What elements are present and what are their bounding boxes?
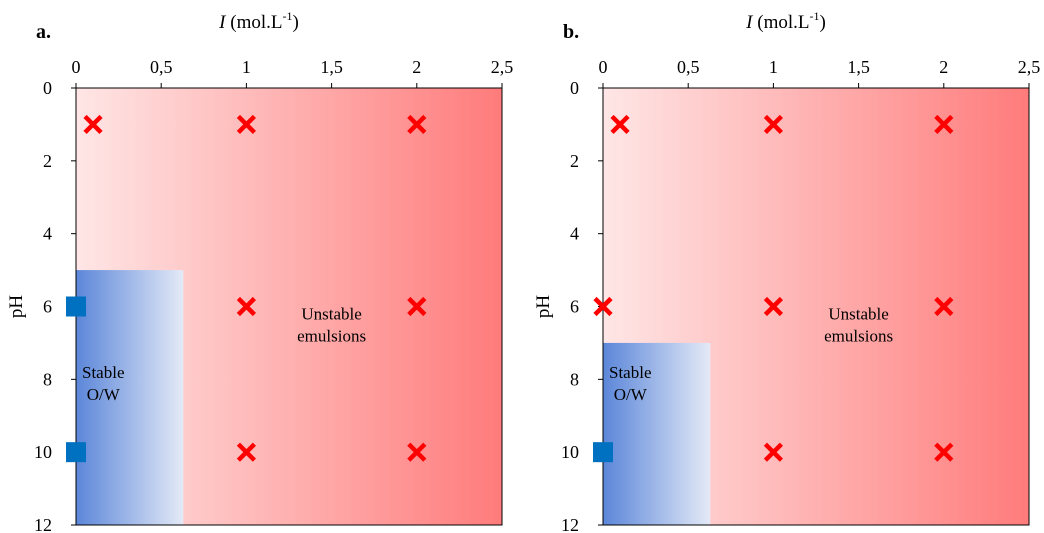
y-tick-label: 12 [34,515,52,533]
cross-marker [934,114,954,135]
cross-stroke [236,442,256,462]
x-axis-title-superscript: -1 [810,9,820,23]
panel-b: Unstable emulsions Stable O/W 0 0,5 1 1,5 2 2,5 0 2… [533,9,1040,533]
x-tick-label: 2 [412,57,421,77]
region-label-unstable: emulsions [824,327,893,346]
x-axis-title-close: ) [820,12,826,33]
cross-marker [763,114,783,135]
x-tick-label: 2 [939,57,948,77]
y-tick-label: 8 [43,369,52,389]
cross-marker [763,442,783,462]
x-axis-title: I (mol.L-1) [218,9,299,33]
region-label-stable: O/W [87,385,121,404]
cross-stroke [934,442,954,462]
cross-marker [407,296,427,317]
y-tick-label: 6 [43,297,52,317]
cross-stroke [593,296,613,317]
cross-stroke [763,114,783,135]
cross-stroke [407,296,427,317]
x-tick-label: 1 [769,57,778,77]
x-axis-title-symbol: I [745,12,754,33]
cross-stroke [236,114,256,135]
region-label-stable: O/W [614,385,648,404]
cross-stroke [610,114,630,135]
cross-marker [407,442,427,462]
cross-marker [407,114,427,135]
cross-stroke [934,296,954,317]
y-tick-label: 4 [43,224,52,244]
x-axis-title-unit: (mol.L [226,12,283,33]
x-axis-title: I (mol.L-1) [745,9,826,33]
region-stable [603,342,711,525]
cross-marker [236,296,256,317]
y-tick-label: 12 [561,515,579,533]
region-stable [76,270,184,525]
region-label-unstable: Unstable [301,305,361,324]
y-tick-label: 8 [570,369,579,389]
y-tick-label: 10 [34,442,52,462]
cross-marker [934,296,954,317]
y-tick-label: 6 [570,297,579,317]
x-tick-label: 0 [599,57,608,77]
panel-label: b. [563,21,579,43]
panel-label: a. [36,21,51,43]
x-tick-label: 2,5 [1018,57,1041,77]
cross-stroke [407,114,427,135]
panel-a: Unstable emulsions Stable O/W 0 0,5 1 1,5 2 2,5 0 2… [6,9,513,533]
cross-marker [610,114,630,135]
cross-marker [236,114,256,135]
square-marker [66,296,86,317]
x-tick-label: 0 [72,57,81,77]
x-axis-title-close: ) [293,12,299,33]
cross-marker [83,114,103,135]
region-label-unstable: Unstable [828,305,888,324]
y-tick-label: 0 [570,78,579,98]
cross-stroke [934,114,954,135]
x-axis-title-superscript: -1 [283,9,293,23]
x-axis-title-unit: (mol.L [753,12,810,33]
x-axis-title-symbol: I [218,12,227,33]
x-tick-label: 1 [242,57,251,77]
y-axis-title: pH [533,295,554,319]
x-tick-label: 2,5 [491,57,514,77]
cross-stroke [407,442,427,462]
y-tick-label: 2 [570,151,579,171]
x-tick-label: 0,5 [677,57,700,77]
x-tick-label: 1,5 [320,57,343,77]
cross-stroke [236,296,256,317]
cross-stroke [763,296,783,317]
y-tick-label: 0 [43,78,52,98]
region-label-stable: Stable [609,363,652,382]
cross-marker [763,296,783,317]
region-label-stable: Stable [82,363,125,382]
region-label-unstable: emulsions [297,327,366,346]
x-tick-label: 0,5 [150,57,173,77]
x-tick-label: 1,5 [847,57,870,77]
cross-stroke [763,442,783,462]
square-marker [593,442,613,463]
cross-marker [593,296,613,317]
cross-marker [236,442,256,462]
square-marker [66,442,86,463]
cross-marker [934,442,954,462]
y-tick-label: 4 [570,224,579,244]
y-axis-title: pH [6,295,27,319]
y-tick-label: 2 [43,151,52,171]
cross-stroke [83,114,103,135]
y-tick-label: 10 [561,442,579,462]
